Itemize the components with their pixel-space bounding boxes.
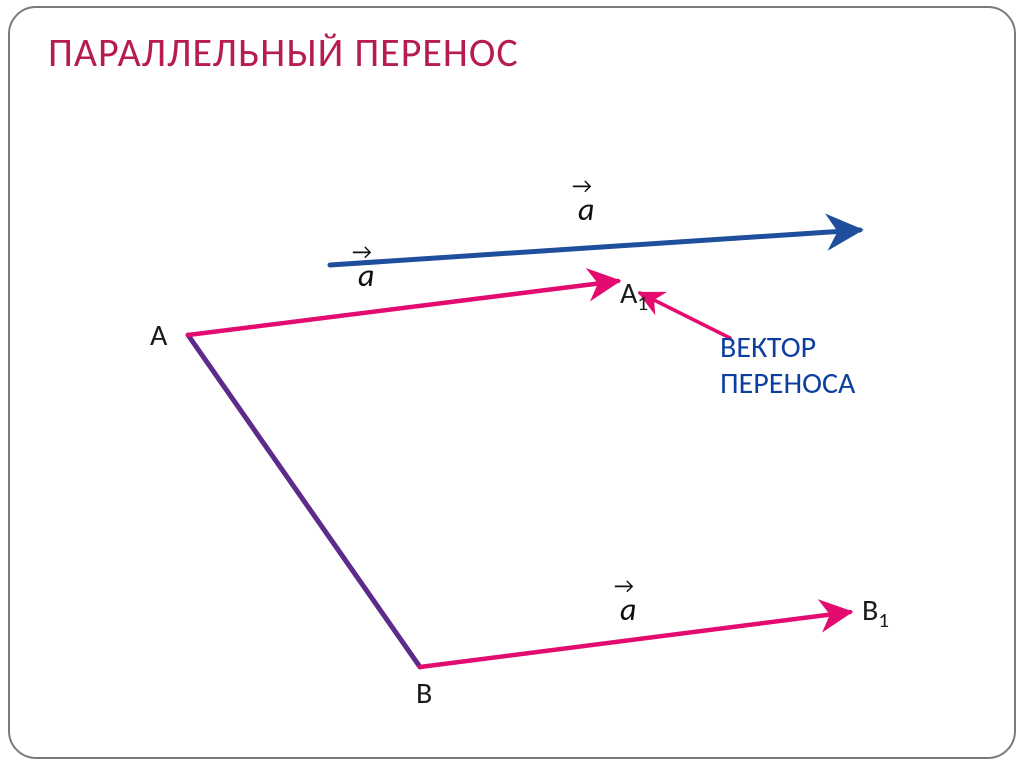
transfer-vector-label: ВЕКТОР ПЕРЕНОСА xyxy=(720,330,855,402)
vector-a-overarrow-bottom: → xyxy=(614,572,634,599)
side-line2: ПЕРЕНОСА xyxy=(720,365,855,402)
point-label-b1: B1 xyxy=(862,592,889,633)
diagram-svg xyxy=(0,0,1024,767)
point-label-a1: A1 xyxy=(620,275,648,316)
vector-a-reference xyxy=(330,230,860,265)
callout-arrow xyxy=(640,293,730,338)
segment-a-b xyxy=(188,335,420,667)
point-label-b: B xyxy=(416,675,432,712)
side-line1: ВЕКТОР xyxy=(720,329,816,366)
vector-a-overarrow-mid: → xyxy=(352,238,372,265)
vector-a-to-a1 xyxy=(188,281,618,335)
vector-a-overarrow-top: → xyxy=(572,172,592,199)
point-label-a: A xyxy=(150,317,167,354)
